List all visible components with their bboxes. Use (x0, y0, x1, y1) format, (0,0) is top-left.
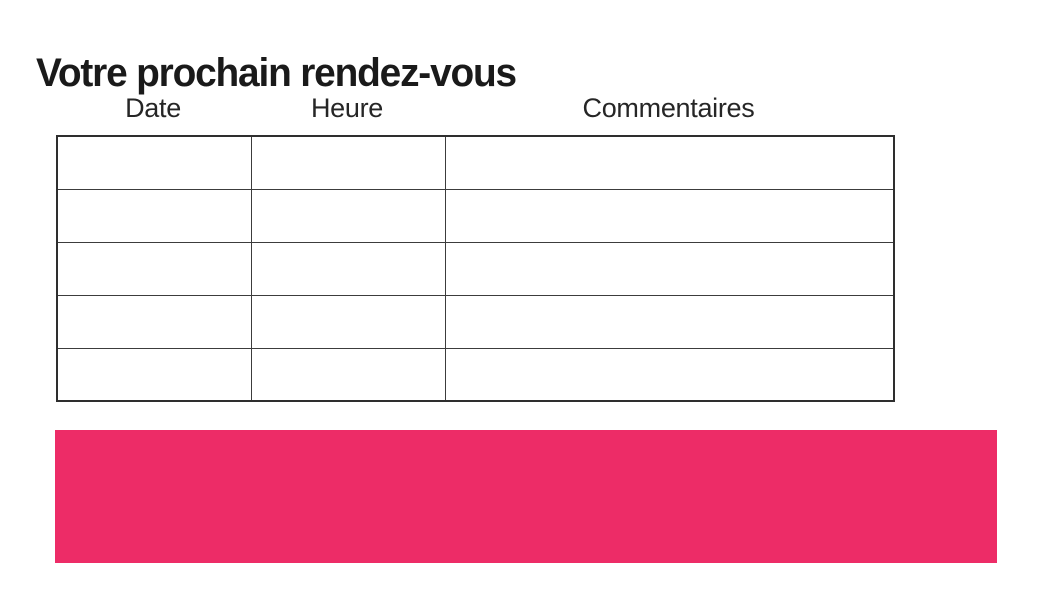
table-cell (250, 241, 446, 296)
table-cell (56, 188, 252, 243)
appointments-table-body (56, 135, 895, 402)
table-cell (56, 241, 252, 296)
table-cell (56, 294, 252, 349)
table-cell (444, 347, 895, 402)
column-header-date: Date (125, 93, 181, 123)
table-cell (444, 188, 895, 243)
page-title: Votre prochain rendez-vous (36, 50, 517, 95)
table-cell (250, 188, 446, 243)
table-row (56, 241, 895, 296)
table-cell (250, 294, 446, 349)
appointments-table-container (56, 135, 895, 402)
appointments-table (56, 135, 895, 402)
table-row (56, 294, 895, 349)
table-cell (250, 135, 446, 190)
column-header-heure: Heure (310, 93, 384, 123)
table-cell (56, 347, 252, 402)
table-cell (250, 347, 446, 402)
table-cell (444, 135, 895, 190)
table-row (56, 347, 895, 402)
table-row (56, 188, 895, 243)
table-cell (444, 241, 895, 296)
table-cell (56, 135, 252, 190)
table-cell (444, 294, 895, 349)
pink-banner (55, 430, 997, 563)
column-header-commentaires: Commentaires (582, 93, 755, 123)
table-column-headers: Date Heure Commentaires (56, 93, 893, 124)
table-row (56, 135, 895, 190)
